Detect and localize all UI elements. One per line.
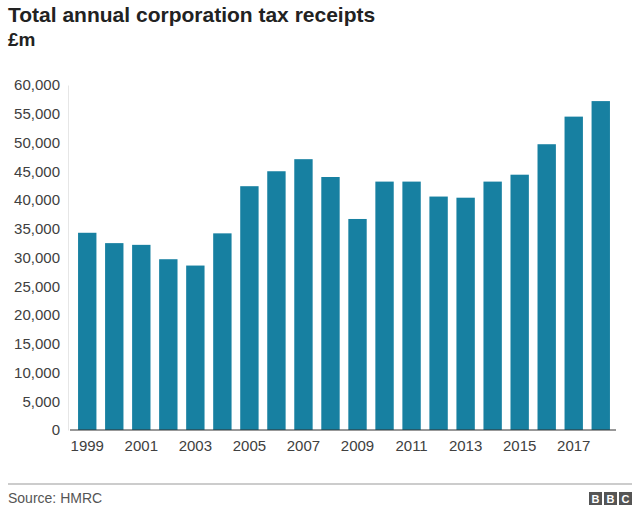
- bar: [375, 182, 393, 430]
- x-tick: 2009: [341, 430, 374, 454]
- bar: [348, 219, 366, 430]
- x-tick-label: 2011: [395, 437, 427, 454]
- y-tick: 35,000: [14, 220, 68, 237]
- x-tick: 2013: [449, 430, 482, 454]
- x-tick-label: 2015: [503, 437, 536, 454]
- y-tick: 45,000: [14, 163, 68, 180]
- y-tick-label: 55,000: [14, 105, 60, 122]
- y-tick: 60,000: [14, 76, 68, 93]
- y-tick: 50,000: [14, 134, 68, 151]
- y-tick-label: 25,000: [14, 278, 60, 295]
- bar: [592, 101, 610, 430]
- bar: [267, 171, 285, 430]
- y-tick-label: 15,000: [14, 335, 60, 352]
- x-tick-label: 2017: [557, 437, 590, 454]
- bar: [78, 233, 96, 430]
- y-tick: 25,000: [14, 278, 68, 295]
- x-tick: 2005: [233, 430, 266, 454]
- bar: [105, 243, 123, 430]
- y-tick-label: 50,000: [14, 134, 60, 151]
- x-tick: 1999: [71, 430, 104, 454]
- logo-box: [604, 492, 617, 505]
- y-tick: 55,000: [14, 105, 68, 122]
- y-tick-label: 30,000: [14, 249, 60, 266]
- footer-rule: [8, 484, 632, 485]
- y-tick-label: 20,000: [14, 306, 60, 323]
- y-tick-label: 5,000: [22, 393, 60, 410]
- y-tick-label: 35,000: [14, 220, 60, 237]
- bar: [429, 197, 447, 430]
- y-tick: 20,000: [14, 306, 68, 323]
- y-tick-label: 40,000: [14, 191, 60, 208]
- logo-box: [589, 492, 602, 505]
- x-tick-label: 2003: [179, 437, 212, 454]
- y-tick: 30,000: [14, 249, 68, 266]
- bar: [240, 186, 258, 430]
- bars: [78, 101, 610, 430]
- chart: Total annual corporation tax receipts £m 0…: [0, 0, 640, 519]
- y-tick: 5,000: [22, 393, 68, 410]
- title: Total annual corporation tax receipts: [8, 3, 375, 26]
- y-tick: 40,000: [14, 191, 68, 208]
- bar: [294, 159, 312, 430]
- source: Source: HMRC: [8, 490, 102, 506]
- bar: [456, 198, 474, 430]
- logo-text: BBC: [592, 493, 630, 505]
- y-tick: 0: [52, 421, 68, 438]
- x-tick-label: 2005: [233, 437, 266, 454]
- x-tick: 2017: [557, 430, 590, 454]
- x-tick: 2001: [125, 430, 158, 454]
- y-tick-label: 45,000: [14, 163, 60, 180]
- bar: [132, 245, 150, 430]
- y-tick: 10,000: [14, 364, 68, 381]
- bar: [321, 177, 339, 430]
- bar: [565, 117, 583, 430]
- bar: [159, 259, 177, 430]
- y-tick-label: 60,000: [14, 76, 60, 93]
- bar: [213, 233, 231, 430]
- bar: [186, 266, 204, 430]
- x-tick-label: 2013: [449, 437, 482, 454]
- x-tick-label: 2007: [287, 437, 320, 454]
- bar: [402, 182, 420, 430]
- subtitle: £m: [8, 29, 35, 50]
- bar: [483, 182, 501, 430]
- bar: [538, 144, 556, 430]
- x-tick-label: 2009: [341, 437, 374, 454]
- x-tick: 2015: [503, 430, 536, 454]
- x-axis-line: [70, 429, 616, 430]
- x-axis: 1999 2001 2003 2005 2007 2009 2011 2013 2015 2017: [70, 430, 616, 454]
- x-tick: 2007: [287, 430, 320, 454]
- y-axis-line: [68, 86, 69, 431]
- x-tick: 2011: [395, 430, 427, 454]
- y-tick-label: 10,000: [14, 364, 60, 381]
- logo-box: [619, 492, 632, 505]
- logo: BBC: [589, 492, 632, 505]
- bar: [510, 175, 528, 430]
- y-axis: 0 5,000 10,000 15,000 20,000 25,000 30,000 35,0…: [14, 76, 68, 438]
- y-tick: 15,000: [14, 335, 68, 352]
- x-tick: 2003: [179, 430, 212, 454]
- x-tick-label: 1999: [71, 437, 104, 454]
- x-tick-label: 2001: [125, 437, 158, 454]
- y-tick-label: 0: [52, 421, 60, 438]
